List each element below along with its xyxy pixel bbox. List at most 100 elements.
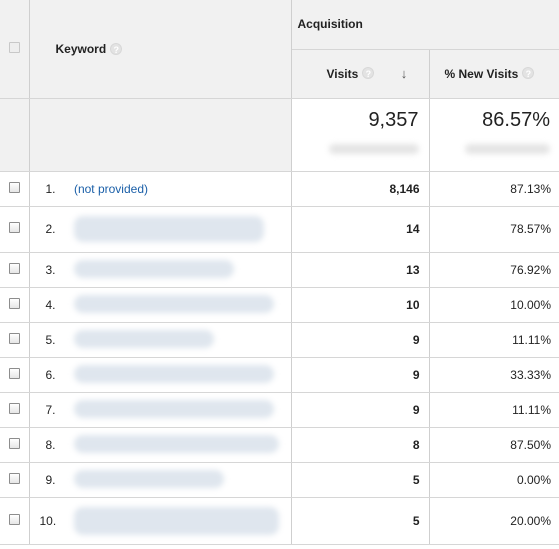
total-new-visits: 86.57%: [482, 108, 550, 131]
row-index: 4.: [45, 297, 56, 312]
total-new-visits-subtext: [465, 143, 550, 154]
row-index: 8.: [45, 437, 56, 452]
row-checkbox-cell: [0, 252, 30, 288]
row-checkbox[interactable]: [8, 222, 20, 233]
new-visits-column-header[interactable]: % New Visits: [444, 66, 519, 81]
row-keyword-cell: 3.: [29, 252, 292, 288]
redacted-keyword[interactable]: [73, 365, 274, 384]
row-visits: 9: [291, 392, 430, 428]
row-checkbox-cell: [0, 322, 30, 358]
row-visits: 9: [291, 357, 430, 393]
row-visits: 8: [291, 427, 430, 463]
summary-blank-cell: [0, 98, 30, 172]
row-visits: 5: [291, 462, 430, 498]
redacted-keyword[interactable]: [73, 330, 214, 349]
row-checkbox[interactable]: [8, 181, 20, 193]
row-visits: 10: [291, 287, 430, 323]
row-visits: 13: [291, 252, 430, 288]
row-checkbox[interactable]: [8, 513, 20, 525]
keyword-column-header[interactable]: Keyword: [55, 41, 107, 56]
sort-descending-icon[interactable]: ↓: [400, 65, 408, 81]
row-index: 7.: [45, 402, 56, 417]
row-checkbox-cell: [0, 357, 30, 393]
row-new-visits: 76.92%: [429, 252, 559, 288]
row-new-visits: 20.00%: [429, 497, 559, 545]
redacted-keyword[interactable]: [73, 216, 264, 242]
row-keyword-cell: 6.: [29, 357, 292, 393]
row-checkbox[interactable]: [8, 472, 20, 484]
new-visits-help-icon[interactable]: ?: [522, 67, 535, 80]
keyword-header-cell[interactable]: Keyword?: [29, 0, 292, 99]
redacted-keyword[interactable]: [73, 470, 224, 489]
row-new-visits: 33.33%: [429, 357, 559, 393]
row-index: 1.: [45, 181, 56, 196]
keyword-link[interactable]: (not provided): [73, 181, 148, 196]
table-row: 2. 14 78.57%: [0, 206, 559, 253]
row-new-visits: 87.50%: [429, 427, 559, 463]
row-index: 6.: [45, 367, 56, 382]
redacted-keyword[interactable]: [73, 435, 279, 454]
visits-help-icon[interactable]: ?: [362, 67, 375, 80]
row-checkbox[interactable]: [8, 297, 20, 309]
acquisition-group-header: Acquisition: [291, 0, 559, 50]
table-row: 10. 5 20.00%: [0, 497, 559, 545]
table-row: 7. 9 11.11%: [0, 392, 559, 428]
redacted-keyword[interactable]: [73, 506, 279, 535]
row-checkbox[interactable]: [8, 402, 20, 414]
row-checkbox[interactable]: [8, 332, 20, 344]
row-visits: 8,146: [291, 171, 430, 207]
new-visits-header-cell[interactable]: % New Visits?: [429, 49, 559, 99]
table-row: 4. 10 10.00%: [0, 287, 559, 323]
row-index: 10.: [39, 513, 57, 528]
summary-keyword-cell: [29, 98, 292, 172]
summary-new-visits-cell: 86.57%: [429, 98, 559, 172]
row-checkbox-cell: [0, 427, 30, 463]
row-index: 2.: [45, 222, 56, 237]
row-checkbox-cell: [0, 287, 30, 323]
row-new-visits: 87.13%: [429, 171, 559, 207]
total-visits: 9,357: [368, 108, 419, 131]
select-all-checkbox[interactable]: [8, 41, 20, 53]
visits-column-header[interactable]: Visits: [326, 66, 359, 81]
table-row: 1. (not provided) 8,146 87.13%: [0, 171, 559, 207]
row-keyword-cell: 7.: [29, 392, 292, 428]
row-checkbox[interactable]: [8, 437, 20, 449]
summary-visits-cell: 9,357: [291, 98, 430, 172]
visits-header-cell[interactable]: Visits? ↓: [291, 49, 430, 99]
row-new-visits: 0.00%: [429, 462, 559, 498]
total-visits-subtext: [328, 143, 419, 154]
row-checkbox-cell: [0, 206, 30, 253]
row-new-visits: 10.00%: [429, 287, 559, 323]
row-index: 5.: [45, 332, 56, 347]
row-checkbox-cell: [0, 497, 30, 545]
acquisition-label: Acquisition: [297, 17, 363, 32]
row-keyword-cell: 10.: [29, 497, 292, 545]
row-index: 9.: [45, 472, 56, 487]
row-keyword-cell: 8.: [29, 427, 292, 463]
redacted-keyword[interactable]: [73, 260, 234, 279]
table-row: 8. 8 87.50%: [0, 427, 559, 463]
row-visits: 9: [291, 322, 430, 358]
table-row: 9. 5 0.00%: [0, 462, 559, 498]
row-checkbox[interactable]: [8, 262, 20, 274]
row-keyword-cell: 2.: [29, 206, 292, 253]
row-index: 3.: [45, 262, 56, 277]
row-checkbox[interactable]: [8, 367, 20, 379]
row-keyword-cell: 5.: [29, 322, 292, 358]
table-row: 5. 9 11.11%: [0, 322, 559, 358]
row-checkbox-cell: [0, 171, 30, 207]
row-new-visits: 78.57%: [429, 206, 559, 253]
row-new-visits: 11.11%: [429, 392, 559, 428]
redacted-keyword[interactable]: [73, 400, 274, 419]
row-checkbox-cell: [0, 462, 30, 498]
table-row: 6. 9 33.33%: [0, 357, 559, 393]
table-row: 3. 13 76.92%: [0, 252, 559, 288]
row-checkbox-cell: [0, 392, 30, 428]
keyword-help-icon[interactable]: ?: [110, 42, 123, 55]
header-select-all-cell: [0, 0, 30, 99]
row-keyword-cell: 1. (not provided): [29, 171, 292, 207]
redacted-keyword[interactable]: [73, 295, 274, 314]
row-visits: 5: [291, 497, 430, 545]
